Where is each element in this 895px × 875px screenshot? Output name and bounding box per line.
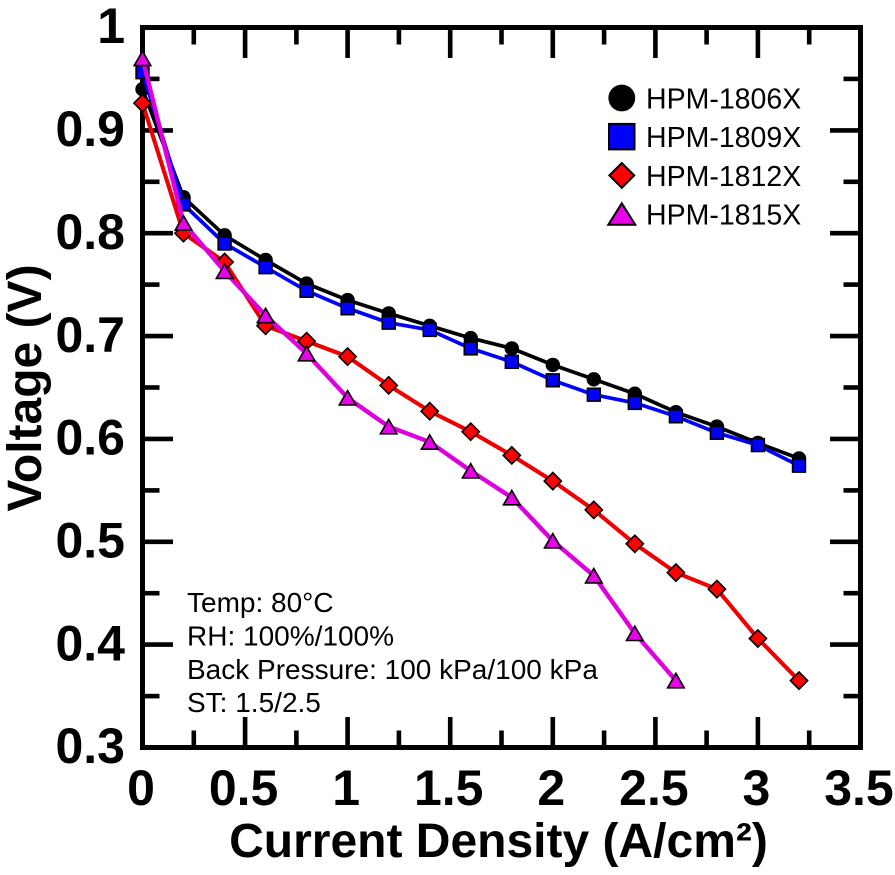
svg-text:0.6: 0.6	[55, 410, 125, 466]
svg-text:0.5: 0.5	[209, 760, 279, 816]
svg-text:ST: 1.5/2.5: ST: 1.5/2.5	[187, 687, 321, 718]
svg-text:Temp: 80°C: Temp: 80°C	[187, 587, 334, 618]
svg-text:2.5: 2.5	[619, 760, 689, 816]
svg-text:1: 1	[332, 760, 360, 816]
svg-text:0.4: 0.4	[55, 615, 125, 671]
svg-text:HPM-1812X: HPM-1812X	[646, 161, 801, 193]
svg-text:Voltage (V): Voltage (V)	[0, 264, 52, 511]
svg-text:0: 0	[127, 760, 155, 816]
svg-text:3.5: 3.5	[824, 760, 894, 816]
svg-text:HPM-1815X: HPM-1815X	[646, 200, 801, 232]
svg-text:HPM-1806X: HPM-1806X	[646, 83, 801, 115]
svg-text:0.9: 0.9	[55, 101, 125, 157]
svg-text:2: 2	[537, 760, 565, 816]
svg-text:1.5: 1.5	[414, 760, 484, 816]
svg-text:0.7: 0.7	[55, 307, 125, 363]
svg-text:0.5: 0.5	[55, 513, 125, 569]
svg-text:RH: 100%/100%: RH: 100%/100%	[187, 620, 394, 651]
svg-text:0.3: 0.3	[55, 718, 125, 774]
svg-text:3: 3	[742, 760, 770, 816]
svg-text:1: 1	[97, 0, 125, 54]
svg-text:0.8: 0.8	[55, 204, 125, 260]
svg-text:Current Density (A/cm²): Current Density (A/cm²)	[229, 815, 768, 868]
svg-text:HPM-1809X: HPM-1809X	[646, 122, 801, 154]
svg-text:Back Pressure: 100 kPa/100 kPa: Back Pressure: 100 kPa/100 kPa	[187, 654, 598, 685]
